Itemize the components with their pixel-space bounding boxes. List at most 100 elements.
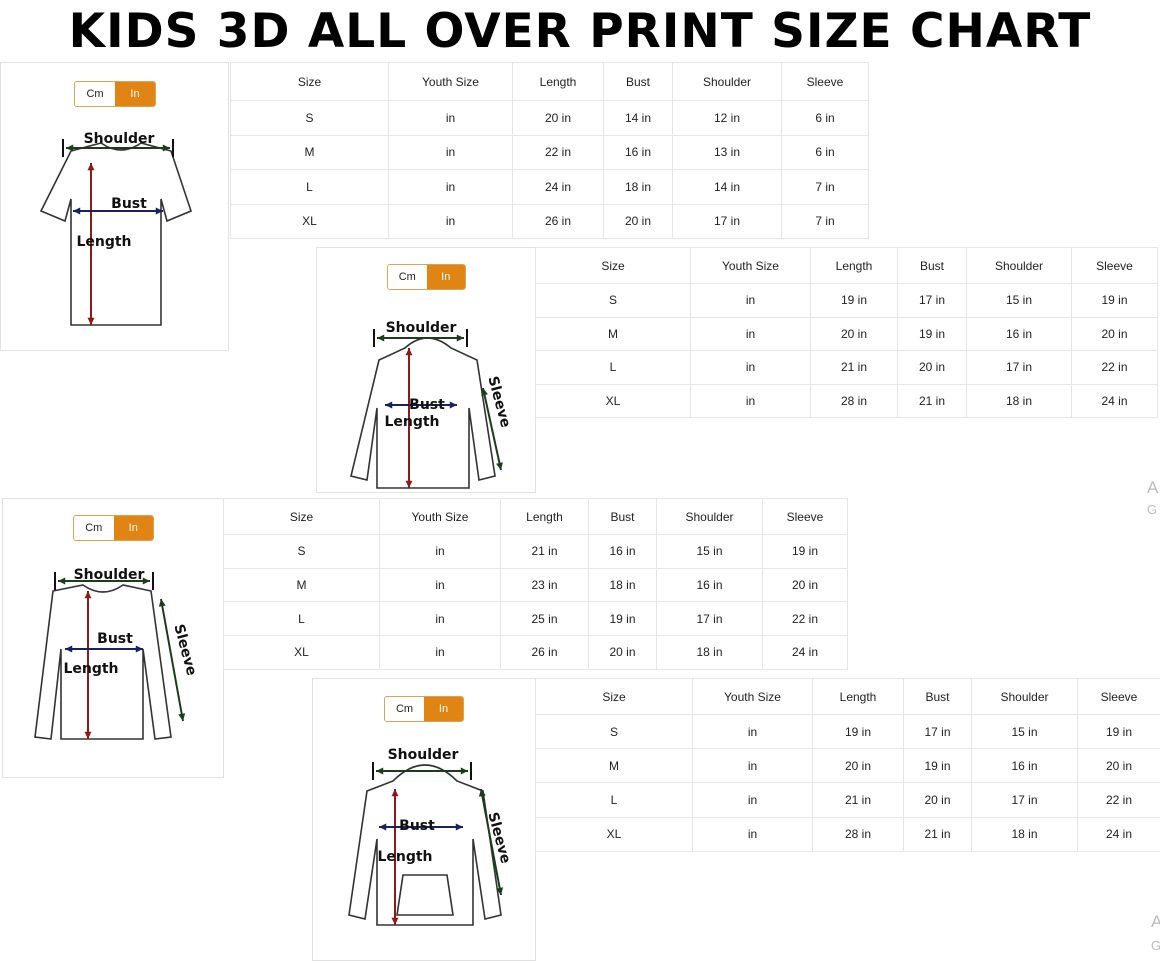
bust-arrow-head [385,401,393,409]
column-header: Bust [603,62,673,101]
table-cell: 20 in [897,350,967,385]
table-cell: 22 in [512,134,604,170]
table-cell: M [535,316,691,351]
t-shirt-illustration: Shoulder Bust Length [39,131,192,326]
length-label: Length [377,849,432,865]
bust-arrow-head [65,645,73,653]
column-header: Sleeve [781,62,869,101]
table-cell: L [223,601,380,637]
sleeve-arrow [480,788,502,896]
shoulder-arrow-head [142,577,150,585]
unit-cm-option[interactable]: Cm [74,516,114,540]
table-cell: 22 in [762,601,848,637]
table-cell: 17 in [903,713,972,750]
table-cell: 19 in [762,534,848,569]
unit-in-option[interactable]: In [115,82,155,106]
column-header: Size [230,62,389,101]
column-header: Size [535,678,693,715]
column-header: Length [810,247,898,284]
unit-toggle[interactable]: Cm In [384,696,464,722]
bust-label: Bust [111,196,147,212]
table-cell: in [692,816,813,852]
unit-toggle[interactable]: Cm In [74,81,156,107]
long-sleeve-shirt-outline [34,584,172,740]
table-cell: XL [230,203,389,239]
shoulder-arrow-head [162,144,170,152]
unit-in-option[interactable]: In [113,516,153,540]
table-cell: 16 in [966,316,1072,351]
table-cell: 17 in [656,601,763,637]
garment-diagram-zip-hoodie: Cm In Shoulder Bust Length Sleeve [316,247,536,493]
table-cell: in [379,635,501,670]
unit-in-option[interactable]: In [424,697,463,721]
watermark-fragment: A [1151,912,1160,931]
table-cell: 20 in [1071,316,1158,351]
table-cell: 20 in [603,203,673,239]
table-cell: 19 in [903,748,972,784]
table-cell: in [690,283,811,318]
column-header: Shoulder [966,247,1072,284]
table-cell: 18 in [603,169,673,205]
unit-toggle[interactable]: Cm In [387,264,466,290]
bust-label: Bust [399,818,435,834]
table-cell: S [223,534,380,569]
table-cell: 20 in [810,316,898,351]
page-title: KIDS 3D ALL OVER PRINT SIZE CHART [68,4,1092,59]
bust-arrow-head [455,823,463,831]
garment-diagram-long-sleeve-shirt: Cm In Shoulder Bust Length Sleeve [2,498,224,778]
shoulder-label: Shoulder [84,131,155,147]
table-header-row: Size Youth Size Length Bust Shoulder Sleeve [535,247,1158,284]
unit-cm-option[interactable]: Cm [388,265,427,289]
table-cell: 20 in [812,748,904,784]
garment-diagram-pullover-hoodie: Cm In Shoulder Bust Length Sleeve [312,678,536,961]
table-cell: 21 in [810,350,898,385]
table-cell: in [388,169,513,205]
table-cell: 26 in [512,203,604,239]
table-cell: XL [535,383,691,418]
table-row: XL in 26 in 20 in 17 in 7 in [230,203,869,239]
table-cell: M [230,134,389,170]
sleeve-label: Sleeve [484,375,513,430]
unit-cm-option[interactable]: Cm [385,697,424,721]
table-cell: 6 in [781,134,869,170]
unit-toggle[interactable]: Cm In [73,515,154,541]
length-arrow-head [405,480,413,488]
table-cell: in [690,316,811,351]
shoulder-arrow-head [377,334,385,342]
column-header: Bust [897,247,967,284]
table-row: XL in 26 in 20 in 18 in 24 in [223,635,848,670]
table-cell: in [692,748,813,784]
table-cell: 18 in [656,635,763,670]
table-cell: 24 in [762,635,848,670]
shoulder-arrow-head [66,144,74,152]
table-cell: 12 in [672,100,782,136]
table-cell: 19 in [810,283,898,318]
table-cell: in [388,134,513,170]
table-cell: 24 in [1071,383,1158,418]
table-cell: 19 in [588,601,657,637]
sleeve-label: Sleeve [170,623,199,678]
table-header-row: Size Youth Size Length Bust Shoulder Sleeve [535,678,1160,715]
pullover-hoodie-outline [348,764,502,926]
unit-in-option[interactable]: In [426,265,465,289]
table-cell: in [379,567,501,603]
table-cell: 15 in [971,713,1078,750]
column-header: Sleeve [1071,247,1158,284]
table-cell: 14 in [603,100,673,136]
table-cell: in [379,534,501,569]
unit-cm-option[interactable]: Cm [75,82,115,106]
table-row: XL in 28 in 21 in 18 in 24 in [535,383,1158,418]
watermark-fragment: G [1147,502,1158,517]
length-arrow-head [405,348,413,356]
sleeve-arrow [160,598,184,722]
